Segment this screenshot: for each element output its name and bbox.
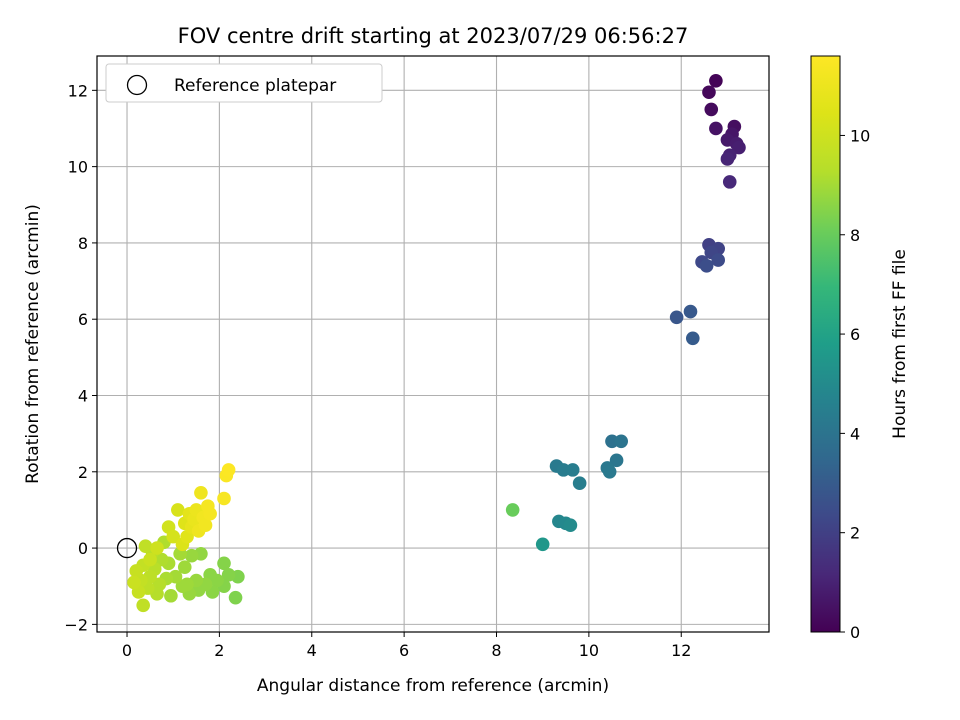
plot-frame [96, 55, 770, 633]
data-point [711, 253, 725, 267]
y-tick-label: 8 [78, 234, 88, 253]
x-axis-ticks: 0 2 4 6 8 10 12 [122, 632, 691, 660]
x-tick-label: 2 [214, 641, 224, 660]
data-point [203, 506, 217, 521]
reference-marker-group [116, 537, 138, 559]
x-tick-label: 12 [671, 641, 691, 660]
data-point [704, 102, 719, 117]
reference-point-marker [116, 537, 138, 559]
data-point [732, 140, 746, 155]
data-point [709, 121, 723, 136]
legend-marker-icon [126, 74, 148, 96]
y-tick-label: 2 [78, 463, 88, 482]
y-tick-label: 4 [78, 386, 88, 405]
data-point [535, 537, 550, 552]
x-tick-label: 6 [399, 641, 409, 660]
colorbar-tick-label: 4 [850, 424, 860, 443]
data-point [127, 575, 141, 590]
data-point [166, 529, 181, 544]
data-points [127, 73, 746, 613]
data-point [722, 175, 737, 189]
colorbar-tick-label: 2 [850, 524, 860, 543]
data-point [150, 541, 164, 555]
data-point [138, 539, 153, 553]
colorbar-gradient [810, 55, 841, 633]
y-axis-ticks: −2 0 2 4 6 8 10 12 [64, 81, 97, 634]
data-point [129, 564, 144, 578]
data-point [217, 556, 231, 571]
data-point [609, 453, 624, 468]
colorbar-ticks: 0 2 4 6 8 10 [840, 126, 870, 642]
y-axis-label: Rotation from reference (arcmin) [23, 204, 43, 484]
data-point [709, 73, 723, 88]
y-tick-label: 12 [68, 81, 88, 100]
x-tick-label: 0 [122, 641, 132, 660]
x-axis-label: Angular distance from reference (arcmin) [257, 676, 609, 696]
data-point [136, 598, 150, 613]
data-point [143, 552, 157, 567]
data-point [217, 491, 231, 506]
y-tick-label: 0 [78, 539, 88, 558]
legend: Reference platepar [105, 63, 383, 103]
colorbar-tick-label: 6 [850, 325, 860, 344]
colorbar-tick-label: 8 [850, 226, 860, 245]
data-point [699, 259, 714, 273]
data-point [565, 463, 580, 477]
y-tick-label: 10 [68, 158, 88, 177]
data-point [683, 304, 698, 319]
data-point [614, 434, 629, 449]
y-tick-label: 6 [78, 310, 88, 329]
x-tick-label: 10 [579, 641, 599, 660]
grid-lines [97, 56, 769, 632]
data-point [505, 503, 520, 517]
data-point [602, 464, 617, 479]
data-point [221, 463, 236, 477]
data-point [171, 503, 185, 517]
colorbar-tick-label: 0 [850, 623, 860, 642]
colorbar-tick-label: 10 [850, 126, 870, 145]
data-point [184, 548, 199, 563]
data-point [198, 518, 213, 532]
data-point [563, 518, 578, 532]
data-point [194, 485, 208, 500]
data-point [228, 590, 243, 605]
data-point [572, 476, 587, 491]
data-point [685, 331, 700, 346]
x-tick-label: 4 [307, 641, 317, 660]
chart-title: FOV centre drift starting at 2023/07/29 … [178, 24, 689, 48]
data-point [177, 560, 192, 574]
data-point [720, 152, 735, 166]
data-point [175, 579, 190, 594]
legend-box [105, 63, 383, 103]
legend-label: Reference platepar [174, 76, 336, 96]
data-point [702, 85, 716, 100]
data-point [669, 310, 684, 325]
colorbar: 0 2 4 6 8 10 Hours from first FF file [810, 55, 910, 642]
y-tick-label: −2 [64, 615, 88, 634]
data-point [164, 588, 178, 603]
colorbar-label: Hours from first FF file [890, 249, 910, 439]
data-point [154, 552, 169, 567]
x-tick-label: 8 [491, 641, 501, 660]
data-point [221, 567, 236, 582]
